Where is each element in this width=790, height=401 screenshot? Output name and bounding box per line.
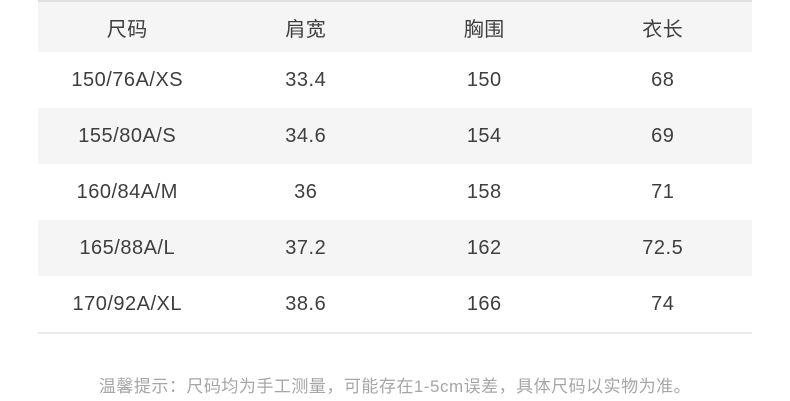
table-row: 170/92A/XL 38.6 166 74 [38,276,752,332]
cell-shoulder-width: 38.6 [285,292,327,315]
table-row: 155/80A/S 34.6 154 69 [38,108,752,164]
cell-size: 165/88A/L [79,236,176,259]
cell-size: 150/76A/XS [71,68,184,91]
cell-chest: 166 [466,292,502,315]
table-header-row: 尺码 肩宽 胸围 衣长 [38,2,752,52]
cell-length: 74 [651,292,675,315]
cell-chest: 162 [466,236,502,259]
cell-length: 71 [651,180,675,203]
cell-length: 72.5 [642,236,684,259]
column-header-shoulder-width: 肩宽 [285,18,327,41]
cell-length: 68 [651,68,675,91]
cell-chest: 150 [466,68,502,91]
table-row: 165/88A/L 37.2 162 72.5 [38,220,752,276]
cell-size: 170/92A/XL [72,292,183,315]
column-header-length: 衣长 [642,18,684,41]
cell-shoulder-width: 37.2 [285,236,327,259]
cell-shoulder-width: 36 [294,180,318,203]
cell-chest: 154 [466,124,502,147]
table-row: 160/84A/M 36 158 71 [38,164,752,220]
cell-size: 155/80A/S [78,124,177,147]
column-header-size: 尺码 [106,18,148,41]
table-row: 150/76A/XS 33.4 150 68 [38,52,752,108]
measurement-disclaimer-note: 温馨提示：尺码均为手工测量，可能存在1-5cm误差，具体尺码以实物为准。 [98,377,692,396]
cell-shoulder-width: 33.4 [285,68,327,91]
cell-size: 160/84A/M [76,180,178,203]
cell-shoulder-width: 34.6 [285,124,327,147]
size-chart-table: 尺码 肩宽 胸围 衣长 150/76A/XS 33.4 150 68 155/8… [38,0,752,334]
cell-chest: 158 [466,180,502,203]
column-header-chest: 胸围 [463,18,505,41]
cell-length: 69 [651,124,675,147]
